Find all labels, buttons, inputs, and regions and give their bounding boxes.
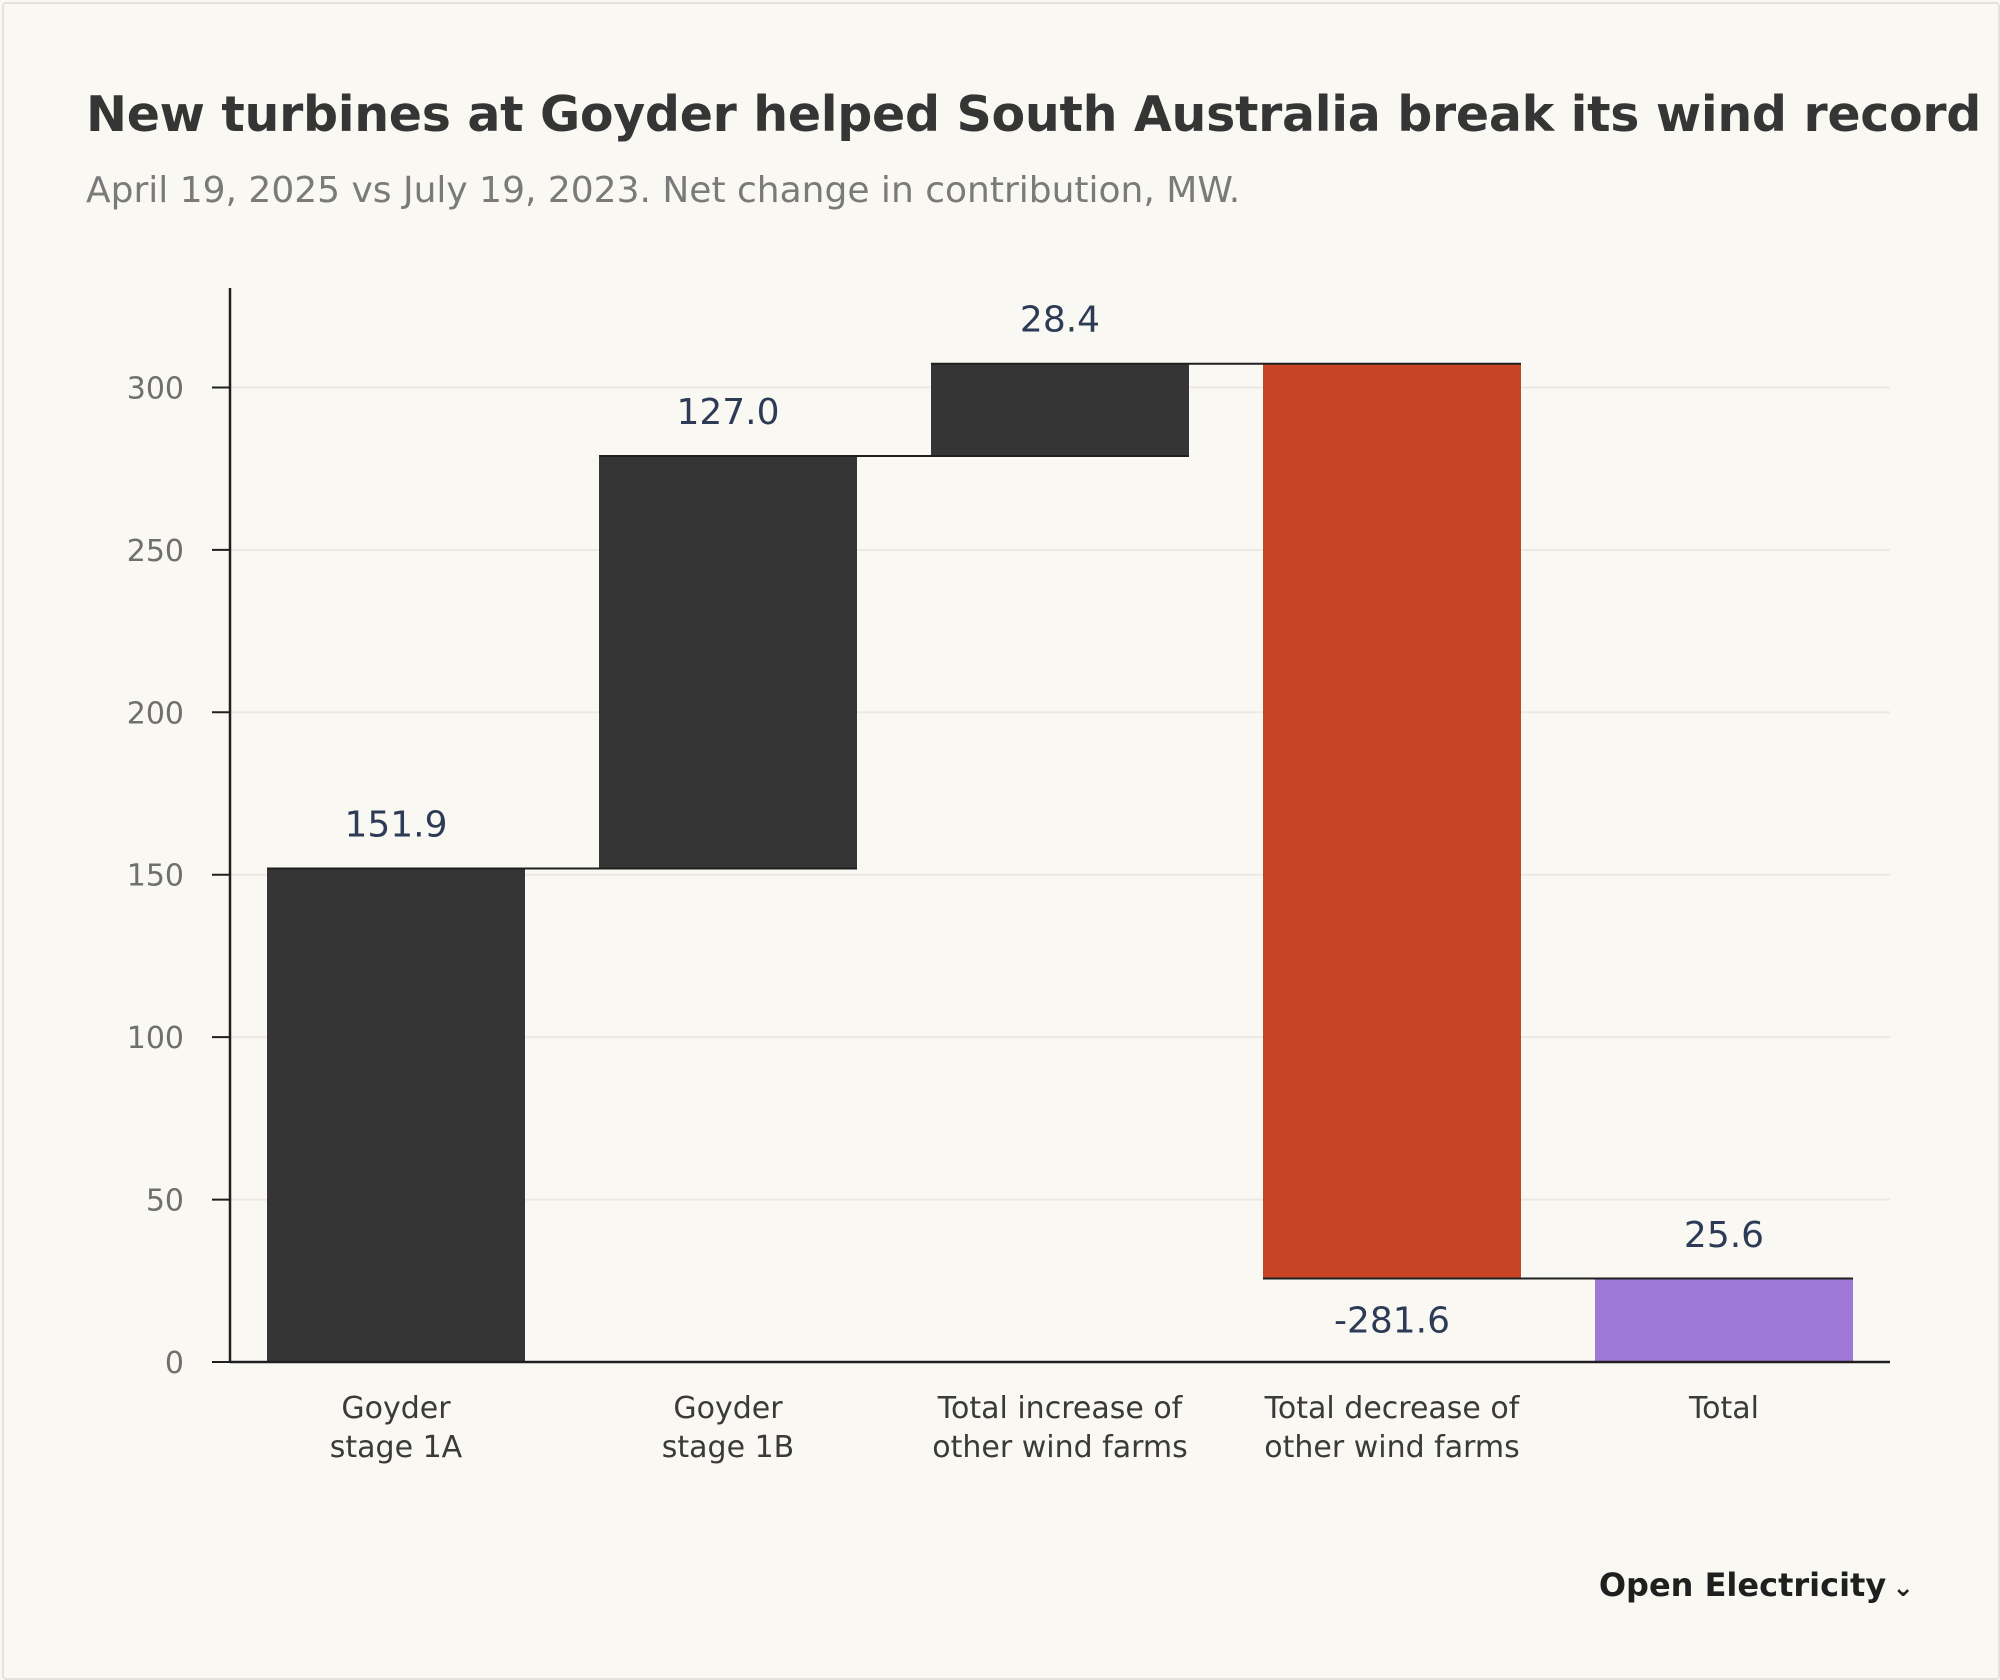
y-tick-label: 50	[146, 1184, 184, 1219]
category-label: Total	[1688, 1391, 1759, 1426]
category-label: Total decrease of	[1264, 1391, 1521, 1426]
axes: 0 50 100 150 200 250 300	[127, 288, 1890, 1381]
data-label: 25.6	[1684, 1215, 1764, 1256]
labels: 151.9 Goyder stage 1A 127.0 Goyder stage 1B 28…	[330, 300, 1764, 1465]
category-label: Total increase of	[937, 1391, 1184, 1426]
y-tick-label: 100	[127, 1021, 184, 1056]
y-tick-label: 0	[165, 1346, 184, 1381]
chart-title: New turbines at Goyder helped South Aust…	[86, 86, 1982, 143]
data-label: 127.0	[676, 392, 779, 433]
category-label: other wind farms	[932, 1430, 1188, 1465]
bar	[1595, 1278, 1853, 1362]
bars	[267, 363, 1853, 1362]
data-label: -281.6	[1334, 1301, 1450, 1342]
bar	[1263, 363, 1521, 1279]
category-label: Goyder	[341, 1391, 451, 1426]
y-tick-label: 250	[127, 534, 184, 569]
y-tick-label: 150	[127, 859, 184, 894]
brand-logo[interactable]: Open Electricity ⌄	[1599, 1566, 1914, 1604]
bar	[267, 868, 525, 1362]
connectors	[267, 362, 1853, 1280]
data-label: 28.4	[1020, 300, 1100, 341]
chart-subtitle: April 19, 2025 vs July 19, 2023. Net cha…	[86, 170, 1241, 211]
y-tick-label: 300	[127, 371, 184, 406]
category-label: stage 1B	[662, 1430, 794, 1465]
y-tick-label: 200	[127, 696, 184, 731]
wave-chevron-icon: ⌄	[1892, 1573, 1914, 1603]
category-label: Goyder	[673, 1391, 783, 1426]
bar	[599, 455, 857, 869]
brand-name: Open Electricity	[1598, 1566, 1887, 1604]
category-label: other wind farms	[1264, 1430, 1520, 1465]
bar	[931, 363, 1189, 456]
data-label: 151.9	[344, 805, 447, 846]
category-label: stage 1A	[330, 1430, 463, 1465]
